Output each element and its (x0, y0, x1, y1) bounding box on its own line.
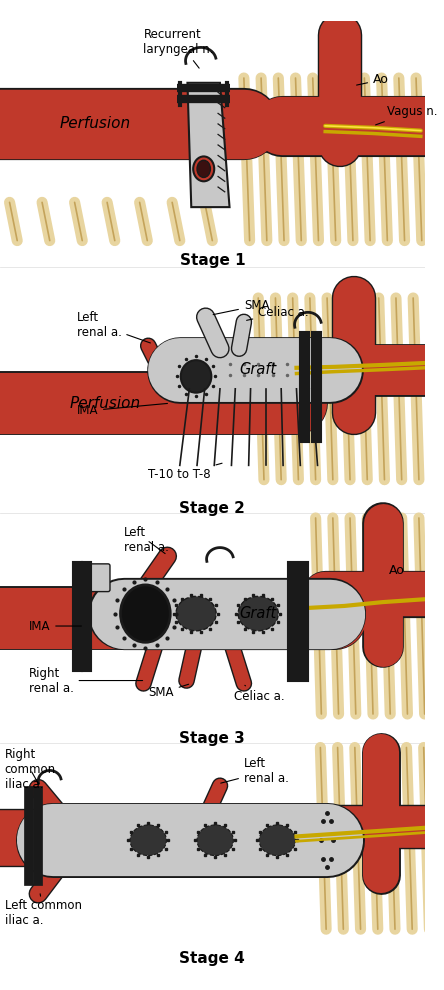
Text: Celiac a.: Celiac a. (246, 306, 309, 321)
Text: IMA: IMA (76, 404, 167, 418)
Text: Stage 1: Stage 1 (179, 253, 245, 268)
Ellipse shape (197, 160, 210, 177)
Text: Celiac a.: Celiac a. (234, 685, 285, 703)
Text: SMA: SMA (148, 684, 189, 700)
Ellipse shape (193, 156, 214, 181)
Text: Left
renal a.: Left renal a. (76, 311, 151, 343)
Text: T-10 to T-8: T-10 to T-8 (148, 463, 222, 481)
Ellipse shape (259, 825, 296, 855)
Text: Left
renal a.: Left renal a. (221, 757, 289, 785)
Text: Left
renal a.: Left renal a. (124, 526, 169, 554)
Ellipse shape (130, 825, 166, 855)
Text: Recurrent
laryngeal n.: Recurrent laryngeal n. (143, 28, 214, 68)
Text: Ao: Ao (389, 564, 405, 577)
Text: Graft: Graft (240, 362, 277, 377)
Text: Graft: Graft (240, 606, 277, 621)
Text: Stage 3: Stage 3 (179, 732, 245, 746)
Polygon shape (187, 83, 230, 207)
Ellipse shape (120, 585, 170, 643)
Text: Left common
iliac a.: Left common iliac a. (5, 894, 82, 927)
Ellipse shape (238, 596, 278, 631)
Text: Right
common
iliac a.: Right common iliac a. (5, 748, 56, 791)
Text: Vagus n.: Vagus n. (376, 105, 438, 125)
Text: Stage 2: Stage 2 (179, 501, 245, 516)
Text: Right
renal a.: Right renal a. (29, 666, 143, 695)
Text: SMA: SMA (213, 299, 270, 315)
FancyBboxPatch shape (89, 564, 110, 592)
Text: Stage 4: Stage 4 (179, 951, 245, 966)
Text: Perfusion: Perfusion (60, 117, 131, 132)
Text: Perfusion: Perfusion (70, 396, 141, 411)
Ellipse shape (176, 596, 216, 631)
Ellipse shape (197, 825, 234, 855)
Text: Ao: Ao (357, 73, 389, 86)
Ellipse shape (181, 360, 211, 393)
Text: IMA: IMA (29, 620, 81, 633)
